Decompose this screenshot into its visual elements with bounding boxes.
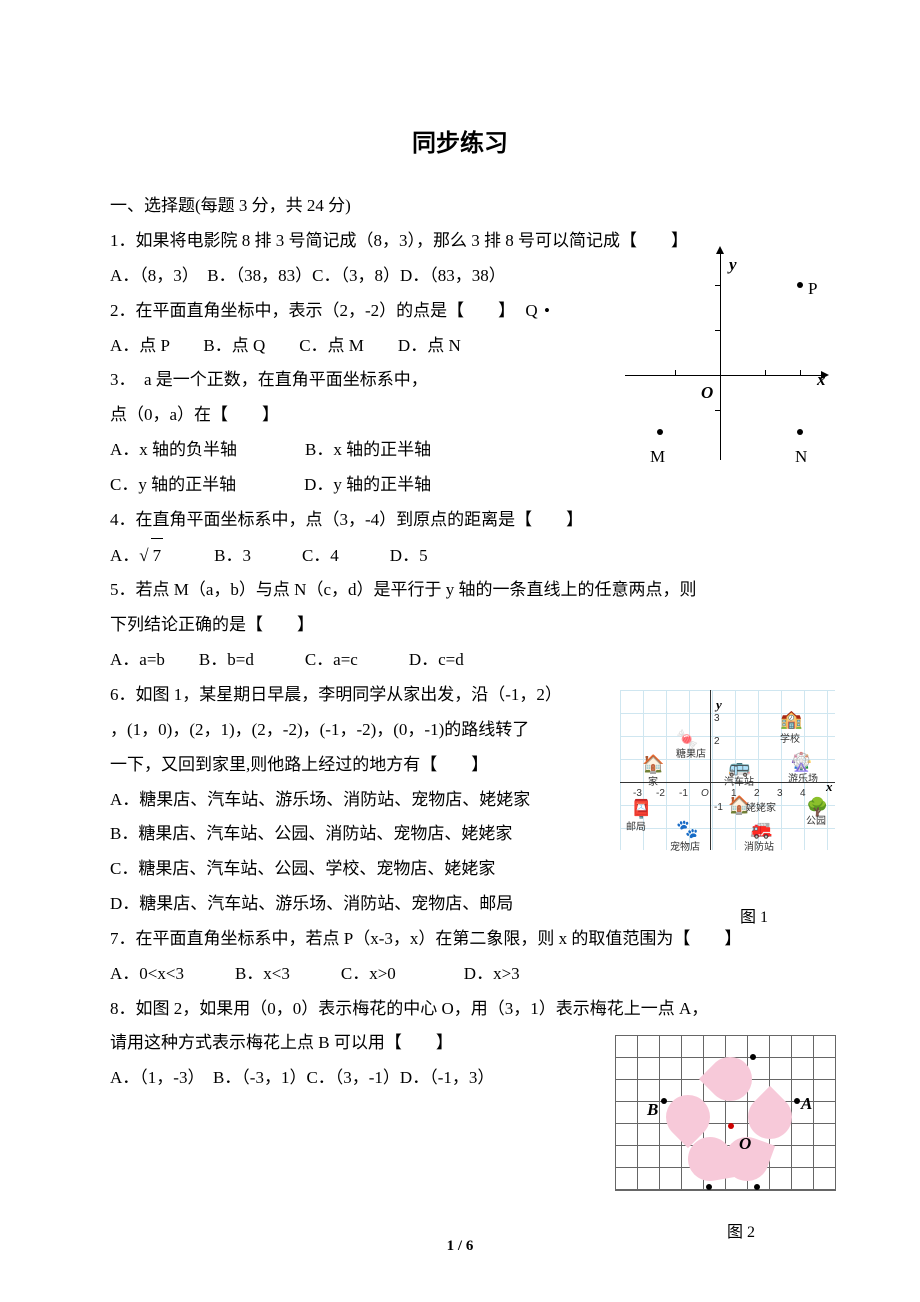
fig1-num: 2 [714, 732, 720, 753]
q8-line1: 8．如图 2，如果用（0，0）表示梅花的中心 O，用（3，1）表示梅花上一点 A… [110, 992, 810, 1027]
q5-line2: 下列结论正确的是【 】 [110, 608, 810, 643]
fig2-o-label: O [739, 1127, 751, 1162]
grandma-label: 姥姥家 [746, 799, 776, 820]
garden-label: 公园 [806, 812, 826, 833]
x-axis [625, 375, 825, 376]
fig2-dot [750, 1054, 756, 1060]
q5-line1: 5．若点 M（a，b）与点 N（c，d）是平行于 y 轴的一条直线上的任意两点，… [110, 573, 810, 608]
q4-stem: 4．在直角平面坐标系中，点（3，-4）到原点的距离是【 】 [110, 503, 810, 538]
figure-2-flower: O A B [615, 1035, 835, 1190]
tick [715, 285, 721, 286]
park-label: 游乐场 [788, 770, 818, 791]
q-letter: Q [525, 301, 537, 320]
fig1-num: O [701, 784, 709, 805]
q4-rest: B．3 C．4 D．5 [163, 546, 427, 565]
y-axis [720, 250, 721, 460]
doc-title: 同步练习 [110, 120, 810, 169]
tick [715, 410, 721, 411]
page-number: 1 / 6 [0, 1231, 920, 1262]
fig2-b-label: B [647, 1093, 658, 1128]
park-icon: 🎡 [790, 753, 812, 771]
post-label: 邮局 [626, 818, 646, 839]
pet-label: 宠物店 [670, 838, 700, 859]
q2-stem-text: 2．在平面直角坐标中，表示（2，-2）的点是【 】 [110, 301, 515, 320]
point-a-dot [794, 1098, 800, 1104]
q-dot: • [544, 301, 550, 320]
candy-label: 糖果店 [676, 745, 706, 766]
q3-opts-b: C．y 轴的正半轴 D．y 轴的正半轴 [110, 468, 810, 503]
q7-stem: 7．在平面直角坐标系中，若点 P（x-3，x）在第二象限，则 x 的取值范围为【… [110, 922, 810, 957]
flower-center [728, 1123, 734, 1129]
x-label: x [817, 363, 826, 398]
point-m: M [650, 440, 665, 475]
point-m-dot [657, 429, 663, 435]
q4-options: A．√7 B．3 C．4 D．5 [110, 538, 810, 574]
origin-label: O [701, 376, 713, 411]
fig2-dot [706, 1184, 712, 1190]
figure-1-map: y x -3 -2 -1 O 1 2 3 4 2 3 -1 🏫 学校 🍬 糖果店… [620, 690, 835, 875]
pet-icon: 🐾 [676, 820, 698, 838]
point-n-dot [797, 429, 803, 435]
home-icon: 🏠 [642, 755, 664, 773]
coordinate-plane-figure: O x y P M N [625, 250, 825, 460]
bus-label: 汽车站 [724, 773, 754, 794]
home-label: 家 [648, 773, 658, 794]
fig1-num: -1 [679, 784, 688, 805]
fire-icon: 🚒 [750, 820, 772, 838]
flower [670, 1065, 790, 1185]
tick [715, 330, 721, 331]
fig1-num: 3 [777, 784, 783, 805]
tick [675, 370, 676, 376]
page: 同步练习 一、选择题(每题 3 分，共 24 分) 1．如果将电影院 8 排 3… [0, 0, 920, 1302]
fig2-dot [754, 1184, 760, 1190]
fig1-y-axis [710, 690, 711, 850]
y-label: y [729, 248, 737, 283]
fig1-num: -1 [714, 798, 723, 819]
sqrt-sign: √ [139, 546, 148, 565]
school-label: 学校 [780, 730, 800, 751]
point-n: N [795, 440, 807, 475]
q6-opts-d: D．糖果店、汽车站、游乐场、消防站、宠物店、邮局 [110, 887, 810, 922]
school-icon: 🏫 [780, 710, 802, 728]
tick [800, 370, 801, 376]
section-heading: 一、选择题(每题 3 分，共 24 分) [110, 189, 810, 224]
fig1-caption: 图 1 [740, 902, 768, 935]
sqrt-value: 7 [151, 538, 164, 574]
point-p: P [808, 272, 817, 307]
fig1-num: 3 [714, 709, 720, 730]
point-b-dot [661, 1098, 667, 1104]
q7-options: A．0<x<3 B．x<3 C．x>0 D．x>3 [110, 957, 810, 992]
fire-label: 消防站 [744, 838, 774, 859]
tick [765, 370, 766, 376]
y-axis-arrow [716, 246, 724, 254]
q5-options: A．a=b B．b=d C．a=c D．c=d [110, 643, 810, 678]
fig2-a-label: A [801, 1087, 812, 1122]
point-p-dot [797, 282, 803, 288]
post-icon: 📮 [630, 800, 652, 818]
q4-a-pre: A． [110, 546, 139, 565]
